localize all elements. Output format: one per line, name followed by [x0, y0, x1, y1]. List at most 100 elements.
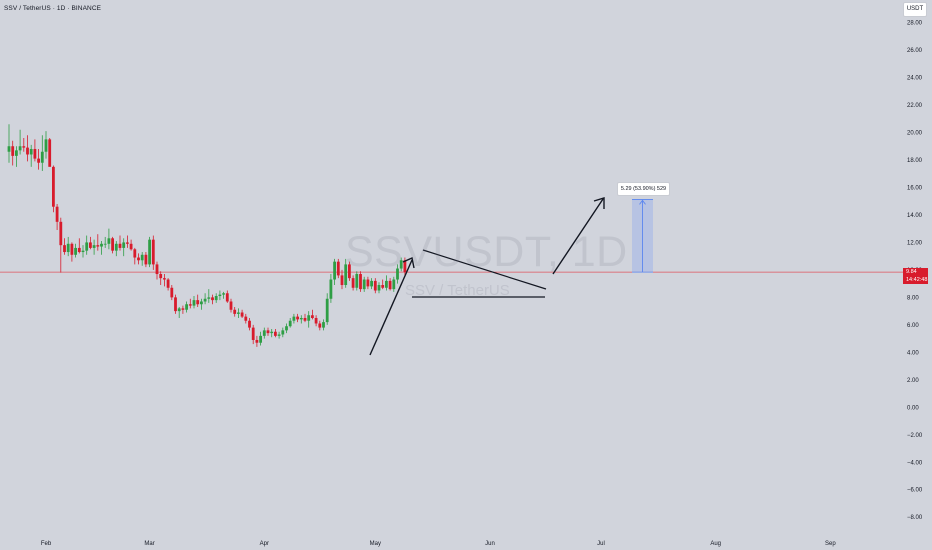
candle — [188, 304, 192, 306]
y-tick-label: −2.00 — [907, 433, 923, 439]
candle — [336, 261, 340, 276]
candle — [7, 146, 11, 152]
candle — [137, 257, 140, 261]
watermark-name: SSV / TetherUS — [405, 282, 510, 299]
candle — [222, 293, 225, 295]
candle — [248, 320, 251, 328]
candle — [177, 308, 181, 312]
candle — [96, 245, 100, 247]
candle — [266, 330, 270, 334]
candle — [296, 316, 299, 320]
y-tick-label: 8.00 — [907, 295, 919, 301]
y-tick-label: 0.00 — [907, 405, 919, 411]
x-tick-label: Jul — [597, 541, 605, 547]
candle — [55, 206, 59, 222]
candle — [140, 254, 144, 261]
candle — [303, 317, 307, 321]
candle — [40, 151, 44, 163]
y-tick-label: 14.00 — [907, 213, 923, 219]
candle — [251, 327, 255, 340]
candle — [307, 315, 311, 321]
candle — [399, 260, 403, 269]
candle — [155, 264, 159, 275]
candle — [351, 278, 355, 288]
candle — [288, 320, 292, 327]
candle — [196, 300, 200, 305]
candle — [262, 330, 266, 336]
candle — [311, 315, 314, 318]
candle — [207, 297, 211, 299]
candle — [114, 243, 118, 251]
candle — [74, 247, 77, 255]
y-tick-label: 28.00 — [907, 21, 923, 27]
y-tick-label: 12.00 — [907, 240, 923, 246]
candle — [277, 334, 281, 336]
measure-label[interactable]: 5.29 (53.90%) 529 — [617, 182, 670, 196]
breakout-arrow[interactable] — [552, 198, 604, 275]
candle — [151, 239, 155, 265]
candle — [126, 242, 129, 244]
candle — [15, 150, 18, 156]
candle — [100, 243, 103, 247]
x-tick-label: Aug — [710, 541, 721, 547]
candle — [159, 274, 163, 279]
candle — [340, 275, 344, 286]
candle — [237, 312, 240, 314]
candle — [70, 243, 74, 255]
candle — [92, 245, 96, 248]
candle — [214, 296, 218, 301]
candle — [170, 287, 174, 298]
candle — [403, 260, 407, 273]
candle — [255, 339, 259, 343]
candle — [359, 274, 362, 290]
candle — [63, 245, 66, 253]
candle — [362, 279, 366, 290]
candle — [122, 242, 126, 248]
chart-title: SSV / TetherUS · 1D · BINANCE — [4, 5, 102, 12]
candle — [325, 298, 329, 323]
candle — [396, 268, 399, 280]
candle — [192, 300, 196, 306]
candle — [59, 221, 63, 246]
impulse-arrow[interactable] — [369, 259, 413, 356]
candle — [66, 243, 70, 253]
candle — [200, 301, 203, 305]
candle — [85, 242, 89, 251]
measure-arrow-head — [639, 199, 646, 205]
candle — [107, 238, 111, 244]
candle — [299, 317, 303, 320]
candle — [366, 279, 370, 287]
candle — [166, 279, 170, 288]
last-price-tag: 9.84 14:42:48 — [903, 268, 928, 284]
candle — [118, 243, 122, 248]
breakout-arrow-head — [593, 197, 605, 209]
candle — [163, 278, 166, 280]
y-tick-label: 22.00 — [907, 103, 923, 109]
y-tick-label: −4.00 — [907, 460, 923, 466]
candle — [318, 323, 322, 328]
candle — [133, 249, 137, 258]
candle — [259, 335, 262, 343]
candle — [22, 146, 26, 148]
candle — [174, 297, 177, 312]
candle — [392, 279, 396, 290]
candle — [211, 297, 214, 301]
candle — [348, 264, 351, 279]
x-tick-label: Mar — [144, 541, 154, 547]
impulse-arrow-head — [402, 257, 415, 269]
candle — [44, 139, 48, 152]
currency-badge[interactable]: USDT — [903, 2, 927, 17]
candle — [233, 309, 237, 314]
resistance-trendline[interactable] — [422, 249, 547, 290]
candle — [181, 308, 185, 310]
candle — [37, 158, 40, 163]
candle — [355, 274, 359, 288]
candle — [29, 148, 33, 155]
candle — [329, 279, 333, 299]
candle — [314, 317, 318, 324]
candle — [129, 243, 133, 250]
y-tick-label: 4.00 — [907, 350, 919, 356]
y-tick-label: 20.00 — [907, 131, 923, 137]
candle — [322, 322, 325, 328]
